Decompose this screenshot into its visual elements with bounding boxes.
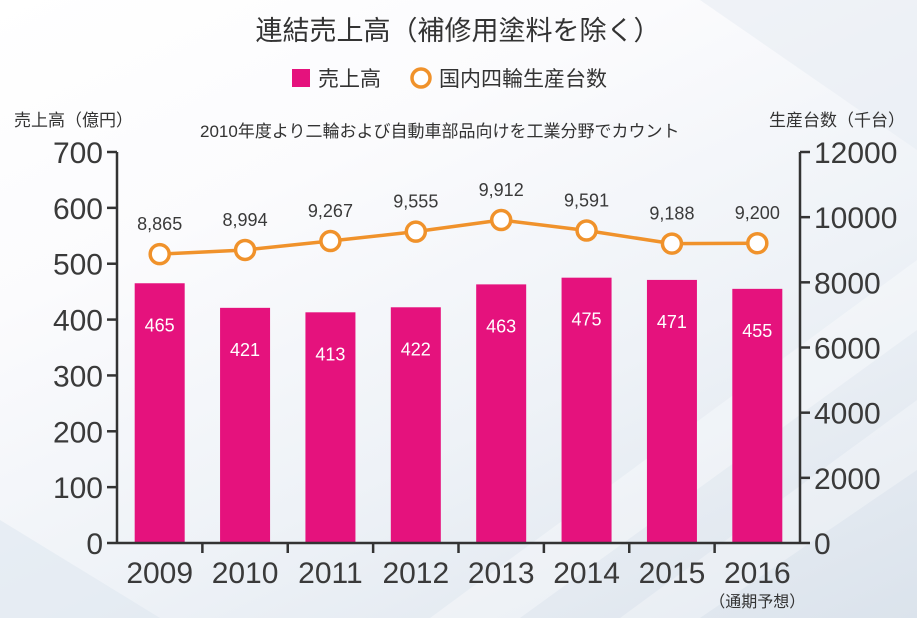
line-value-label: 9,188	[649, 204, 694, 224]
y-left-tick-label: 600	[53, 193, 103, 226]
y-left-tick-label: 400	[53, 305, 103, 338]
background-band	[700, 0, 917, 150]
x-tick-label: 2014	[553, 557, 620, 590]
bar-value-label: 422	[401, 339, 431, 359]
y-right-tick-label: 4000	[814, 398, 881, 431]
line-point-2012	[404, 220, 428, 243]
bar-2009	[134, 283, 185, 543]
line-value-label: 9,591	[564, 190, 609, 210]
legend-line-marker	[410, 67, 432, 89]
y-axis-left-title: 売上高（億円）	[14, 111, 133, 130]
line-value-label: 9,912	[479, 180, 524, 200]
y-left-tick-label: 300	[53, 360, 103, 393]
bar-2010	[220, 307, 271, 543]
bar-2016	[732, 288, 783, 543]
plot-area: 0 100 200 300 400 500 600 700 0 2000 4000 6000 8000 1…	[53, 137, 898, 611]
y-right-tick-label: 0	[814, 528, 831, 561]
y-left-tick-label: 0	[86, 528, 103, 561]
legend: 売上高 国内四輪生産台数	[292, 67, 607, 91]
x-tick-label: 2010	[212, 557, 279, 590]
chart-annotation: 2010年度より二輪および自動車部品向けを工業分野でカウント	[200, 122, 679, 141]
bar-value-label: 471	[657, 312, 687, 332]
line-point-2015	[660, 232, 684, 255]
bar-2013	[476, 284, 527, 543]
x-tick-note: （通期予想）	[709, 593, 805, 611]
bar-value-label: 465	[145, 315, 175, 335]
x-tick-label: 2013	[468, 557, 535, 590]
line-point-2011	[319, 229, 342, 253]
bar-value-label: 455	[742, 321, 772, 341]
bar-2012	[390, 307, 441, 543]
y-axis-right-title: 生産台数（千台）	[769, 111, 905, 130]
x-tick-label: 2016	[724, 557, 791, 590]
y-left-tick-label: 100	[53, 472, 103, 505]
bar-value-label: 413	[315, 344, 345, 364]
line-point-2014	[575, 219, 598, 242]
x-tick-label: 2009	[126, 557, 193, 590]
y-right-tick-label: 2000	[814, 463, 881, 496]
line-point-2013	[489, 208, 513, 232]
line-value-label: 8,865	[137, 214, 182, 234]
line-series-path	[159, 218, 758, 256]
y-right-tick-label: 12000	[814, 137, 897, 170]
legend-line-label: 国内四輪生産台数	[439, 68, 607, 91]
legend-bar-label: 売上高	[318, 68, 381, 91]
chart-title: 連結売上高（補修用塗料を除く）	[256, 16, 661, 46]
bar-2015	[646, 279, 697, 543]
y-right-tick-label: 8000	[814, 267, 881, 300]
y-right-tick-label: 10000	[814, 202, 897, 235]
x-tick-label: 2012	[382, 557, 449, 590]
y-right-tick-label: 6000	[814, 333, 881, 366]
y-left-tick-label: 700	[53, 137, 103, 170]
line-point-2010	[233, 238, 257, 262]
line-value-label: 9,267	[308, 201, 353, 221]
bar-value-label: 421	[230, 340, 260, 360]
line-value-label: 9,555	[393, 192, 438, 212]
legend-bar-swatch	[292, 69, 310, 87]
bar-2014	[561, 277, 612, 543]
y-left-tick-label: 200	[53, 416, 103, 449]
line-value-label: 9,200	[735, 203, 780, 223]
x-tick-label: 2015	[639, 557, 706, 590]
line-point-2009	[148, 242, 171, 266]
background-band	[0, 520, 160, 618]
x-tick-label: 2011	[298, 557, 363, 590]
line-point-2016	[746, 231, 769, 255]
bar-value-label: 475	[572, 310, 602, 330]
line-value-label: 8,994	[223, 210, 268, 230]
y-left-tick-label: 500	[53, 249, 103, 282]
bar-value-label: 463	[486, 316, 516, 336]
bar-2011	[305, 312, 356, 543]
